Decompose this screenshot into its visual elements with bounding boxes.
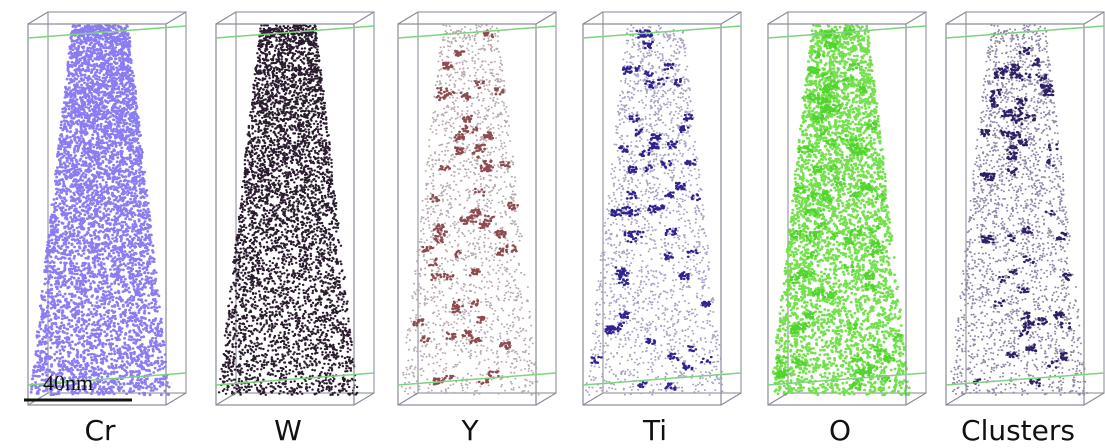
scale-bar-label: 40nm bbox=[43, 370, 93, 395]
panel-label: Clusters bbox=[961, 414, 1075, 447]
figure: Cr W Y Ti O Clusters 40nm bbox=[0, 0, 1105, 448]
page: CrWYTiOClusters 40nm (() => { const data… bbox=[0, 0, 1105, 448]
panel-label: Ti bbox=[642, 414, 667, 447]
panel-label: Y bbox=[460, 414, 479, 447]
panel-label: O bbox=[829, 414, 851, 447]
panel-label: Cr bbox=[84, 414, 116, 447]
panel-label: W bbox=[274, 414, 302, 447]
